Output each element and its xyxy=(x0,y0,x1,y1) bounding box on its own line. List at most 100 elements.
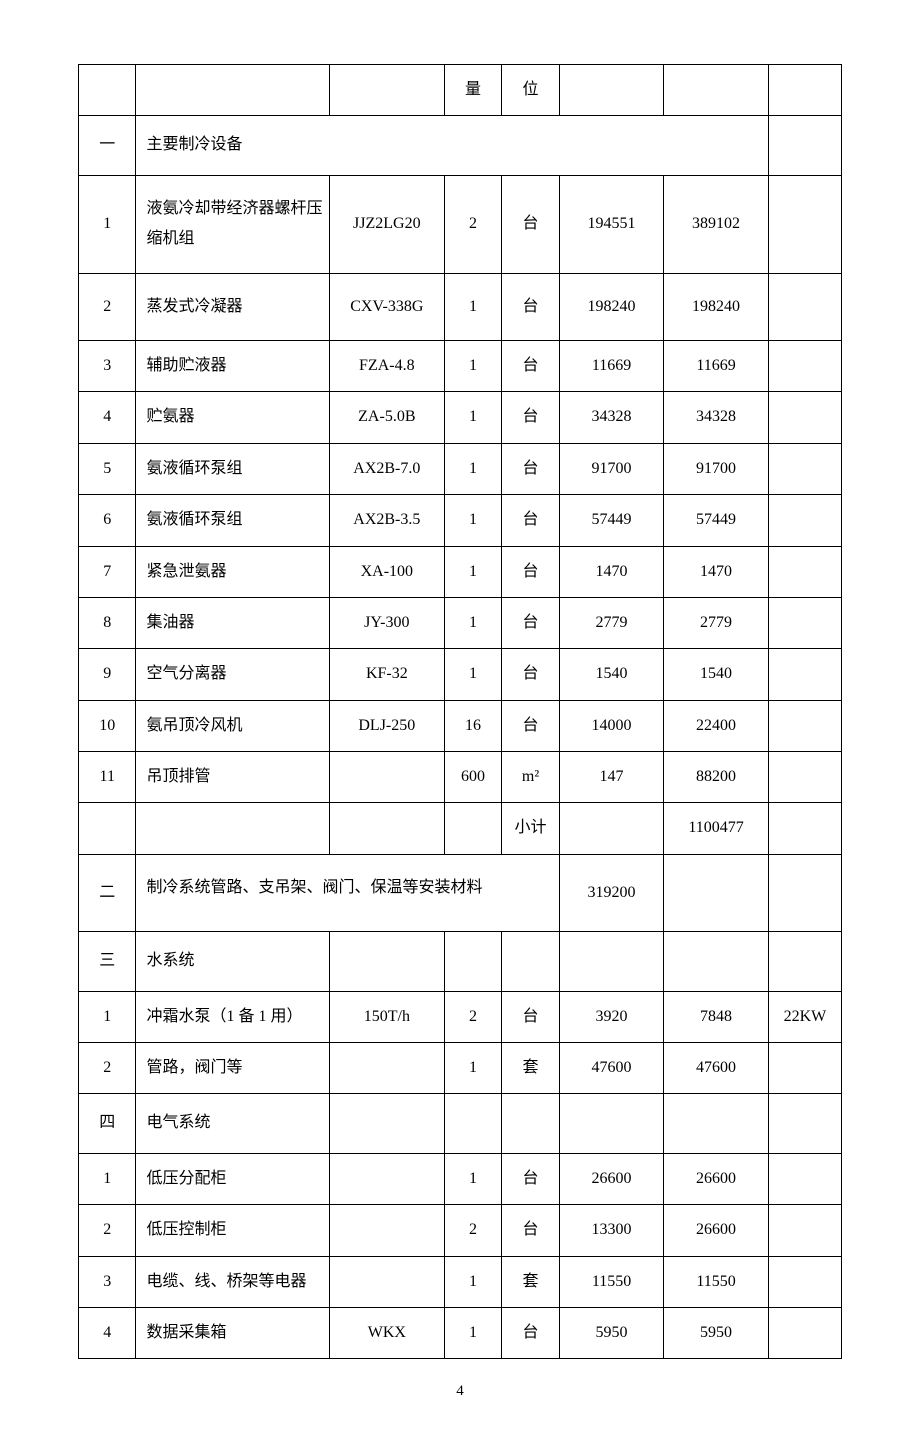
row-note xyxy=(768,340,841,391)
row-qty: 1 xyxy=(444,597,501,648)
row-spec xyxy=(329,1256,444,1307)
row-qty: 1 xyxy=(444,392,501,443)
section-num: 三 xyxy=(79,932,136,991)
row-price: 194551 xyxy=(559,175,664,273)
row-num: 2 xyxy=(79,273,136,340)
row-price: 5950 xyxy=(559,1307,664,1358)
row-spec xyxy=(329,1205,444,1256)
row-unit: 台 xyxy=(502,443,559,494)
row-note xyxy=(768,1205,841,1256)
row-price: 11550 xyxy=(559,1256,664,1307)
row-note xyxy=(768,1043,841,1094)
row-qty: 16 xyxy=(444,700,501,751)
table-row: 1 低压分配柜 1 台 26600 26600 xyxy=(79,1153,842,1204)
row-spec xyxy=(329,1043,444,1094)
row-unit: 台 xyxy=(502,991,559,1042)
row-price: 91700 xyxy=(559,443,664,494)
table-row: 2 管路，阀门等 1 套 47600 47600 xyxy=(79,1043,842,1094)
row-price: 14000 xyxy=(559,700,664,751)
row-spec: KF-32 xyxy=(329,649,444,700)
row-price: 198240 xyxy=(559,273,664,340)
row-unit: 台 xyxy=(502,546,559,597)
row-num: 6 xyxy=(79,495,136,546)
table-row: 11 吊顶排管 600 m² 147 88200 xyxy=(79,752,842,803)
row-note xyxy=(768,175,841,273)
row-num: 8 xyxy=(79,597,136,648)
row-spec xyxy=(329,752,444,803)
row-price: 3920 xyxy=(559,991,664,1042)
section-title: 电气系统 xyxy=(136,1094,329,1153)
row-num: 5 xyxy=(79,443,136,494)
row-num: 11 xyxy=(79,752,136,803)
row-total: 11550 xyxy=(664,1256,769,1307)
row-total: 11669 xyxy=(664,340,769,391)
row-price: 1470 xyxy=(559,546,664,597)
row-note xyxy=(768,752,841,803)
subtotal-row: 小计 1100477 xyxy=(79,803,842,854)
row-name: 吊顶排管 xyxy=(136,752,329,803)
row-qty: 1 xyxy=(444,546,501,597)
row-price: 2779 xyxy=(559,597,664,648)
row-spec: FZA-4.8 xyxy=(329,340,444,391)
row-num: 1 xyxy=(79,991,136,1042)
row-qty: 1 xyxy=(444,1256,501,1307)
row-qty: 2 xyxy=(444,991,501,1042)
row-price: 1540 xyxy=(559,649,664,700)
col-qty-header: 量 xyxy=(444,65,501,116)
section-row: 二 制冷系统管路、支吊架、阀门、保温等安装材料 319200 xyxy=(79,854,842,931)
table-row: 9 空气分离器 KF-32 1 台 1540 1540 xyxy=(79,649,842,700)
subtotal-label: 小计 xyxy=(502,803,559,854)
table-row: 1 液氨冷却带经济器螺杆压缩机组 JJZ2LG20 2 台 194551 389… xyxy=(79,175,842,273)
row-total: 198240 xyxy=(664,273,769,340)
row-qty: 1 xyxy=(444,649,501,700)
row-unit: m² xyxy=(502,752,559,803)
row-note: 22KW xyxy=(768,991,841,1042)
row-name: 氨液循环泵组 xyxy=(136,495,329,546)
row-total: 389102 xyxy=(664,175,769,273)
row-spec: JY-300 xyxy=(329,597,444,648)
row-unit: 台 xyxy=(502,1153,559,1204)
row-spec: 150T/h xyxy=(329,991,444,1042)
row-unit: 套 xyxy=(502,1256,559,1307)
row-note xyxy=(768,273,841,340)
table-row: 2 低压控制柜 2 台 13300 26600 xyxy=(79,1205,842,1256)
row-num: 3 xyxy=(79,1256,136,1307)
row-qty: 2 xyxy=(444,1205,501,1256)
row-unit: 台 xyxy=(502,340,559,391)
row-num: 4 xyxy=(79,392,136,443)
row-total: 22400 xyxy=(664,700,769,751)
row-spec: AX2B-3.5 xyxy=(329,495,444,546)
row-spec: AX2B-7.0 xyxy=(329,443,444,494)
row-price: 57449 xyxy=(559,495,664,546)
row-spec: ZA-5.0B xyxy=(329,392,444,443)
row-name: 蒸发式冷凝器 xyxy=(136,273,329,340)
row-name: 低压控制柜 xyxy=(136,1205,329,1256)
row-note xyxy=(768,649,841,700)
row-num: 1 xyxy=(79,1153,136,1204)
row-name: 氨液循环泵组 xyxy=(136,443,329,494)
row-name: 紧急泄氨器 xyxy=(136,546,329,597)
row-total: 26600 xyxy=(664,1153,769,1204)
row-note xyxy=(768,1307,841,1358)
subtotal-value: 1100477 xyxy=(664,803,769,854)
row-note xyxy=(768,700,841,751)
row-unit: 台 xyxy=(502,1307,559,1358)
row-price: 13300 xyxy=(559,1205,664,1256)
row-total: 88200 xyxy=(664,752,769,803)
table-row: 10 氨吊顶冷风机 DLJ-250 16 台 14000 22400 xyxy=(79,700,842,751)
table-row: 2 蒸发式冷凝器 CXV-338G 1 台 198240 198240 xyxy=(79,273,842,340)
row-price: 147 xyxy=(559,752,664,803)
row-unit: 台 xyxy=(502,1205,559,1256)
row-unit: 台 xyxy=(502,700,559,751)
table-row: 8 集油器 JY-300 1 台 2779 2779 xyxy=(79,597,842,648)
row-unit: 台 xyxy=(502,175,559,273)
section-row: 三 水系统 xyxy=(79,932,842,991)
row-total: 5950 xyxy=(664,1307,769,1358)
section-num: 二 xyxy=(79,854,136,931)
col-unit-header: 位 xyxy=(502,65,559,116)
row-num: 9 xyxy=(79,649,136,700)
row-price: 34328 xyxy=(559,392,664,443)
row-name: 空气分离器 xyxy=(136,649,329,700)
row-name: 氨吊顶冷风机 xyxy=(136,700,329,751)
row-name: 液氨冷却带经济器螺杆压缩机组 xyxy=(136,175,329,273)
